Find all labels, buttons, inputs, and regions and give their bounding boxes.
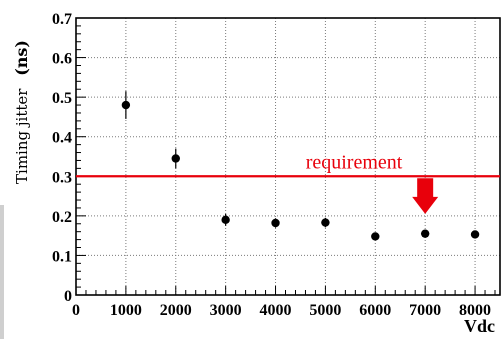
axes: [75, 17, 501, 296]
svg-text:Timing jitter (ns): Timing jitter (ns): [12, 40, 31, 184]
requirement-label: requirement: [306, 151, 403, 173]
y-tick-label: 0.6: [52, 51, 72, 68]
x-tick-label: 6000: [359, 302, 391, 319]
data-point-group: [121, 91, 131, 119]
y-tick-label: 0: [64, 288, 72, 305]
x-tick-label: 8000: [459, 302, 491, 319]
x-axis-label: Vdc: [464, 316, 495, 336]
data-point: [420, 229, 430, 238]
y-axis-label-text: Timing jitter: [13, 88, 31, 184]
data-point: [321, 218, 330, 227]
y-axis-label: Timing jitter (ns): [12, 40, 31, 184]
data-point: [371, 232, 380, 241]
y-tick-label: 0.3: [52, 169, 72, 186]
data-points: [121, 91, 480, 241]
y-tick-label: 0.5: [52, 90, 72, 107]
left-edge-strip: [0, 205, 4, 339]
data-point: [221, 215, 230, 225]
data-point-group: [171, 148, 180, 169]
y-tick-label: 0.2: [52, 209, 72, 226]
ticks: 0 1000 2000 3000 4000 5000 6000 7000 8000 0 0.1 0.2…: [52, 11, 496, 319]
y-axis-label-unit: (ns): [12, 40, 31, 76]
x-tick-label: 2000: [160, 302, 192, 319]
x-tick-label: 3000: [210, 302, 242, 319]
annotations: requirement: [76, 151, 500, 214]
data-point: [470, 230, 480, 239]
data-point: [271, 218, 280, 228]
x-tick-label: 1000: [110, 302, 142, 319]
data-point-group: [221, 213, 230, 226]
x-tick-label: 5000: [309, 302, 341, 319]
data-point-group: [321, 217, 330, 228]
data-point-group: [271, 218, 280, 228]
x-tick-label: 0: [72, 302, 80, 319]
data-point-group: [420, 229, 430, 238]
data-point: [121, 100, 131, 110]
requirement-arrow: [412, 178, 439, 214]
plot-frame: [75, 17, 501, 296]
data-point-group: [371, 232, 380, 241]
x-tick-label: 4000: [260, 302, 292, 319]
grid: [76, 17, 500, 295]
y-tick-label: 0.1: [52, 248, 72, 265]
y-tick-label: 0.4: [52, 130, 72, 147]
data-point-group: [470, 230, 480, 239]
data-point: [171, 154, 180, 163]
x-tick-label: 7000: [409, 302, 441, 319]
y-tick-label: 0.7: [52, 11, 72, 28]
